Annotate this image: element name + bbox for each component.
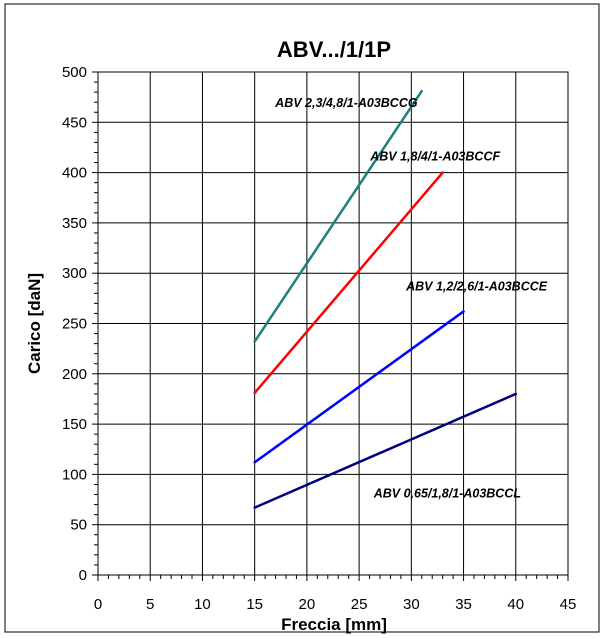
y-tick-label: 100	[62, 466, 87, 483]
y-tick-label: 200	[62, 366, 87, 383]
y-axis-label: Carico [daN]	[25, 273, 44, 374]
x-tick-label: 0	[94, 596, 102, 613]
x-tick-label: 15	[246, 596, 263, 613]
series-line	[253, 392, 518, 509]
y-tick-label: 50	[70, 517, 87, 534]
x-tick-label: 35	[455, 596, 472, 613]
y-tick-label: 300	[62, 265, 87, 282]
x-tick-label: 40	[507, 596, 524, 613]
series-lines	[253, 89, 518, 509]
series-label: ABV 1,2/2,6/1-A03BCCE	[405, 279, 548, 293]
series-line	[253, 89, 424, 343]
x-tick-label: 20	[299, 596, 316, 613]
minor-ticks	[92, 71, 569, 581]
chart-title: ABV.../1/1P	[277, 37, 391, 62]
grid-lines	[98, 72, 568, 575]
y-tick-label: 350	[62, 215, 87, 232]
x-tick-label: 45	[560, 596, 577, 613]
series-line	[253, 310, 465, 464]
y-tick-label: 250	[62, 316, 87, 333]
x-tick-label: 30	[403, 596, 420, 613]
x-tick-label: 10	[194, 596, 211, 613]
y-tick-label: 400	[62, 165, 87, 182]
x-axis-label: Freccia [mm]	[281, 615, 387, 634]
y-tick-label: 450	[62, 114, 87, 131]
series-label: ABV 0,65/1,8/1-A03BCCL	[373, 487, 521, 501]
series-label: ABV 2,3/4,8/1-A03BCCG	[274, 96, 418, 110]
x-tick-label: 5	[146, 596, 154, 613]
x-tick-label: 25	[351, 596, 368, 613]
series-labels: ABV 2,3/4,8/1-A03BCCG ABV 1,8/4/1-A03BCCF…	[274, 96, 548, 500]
y-tick-label: 150	[62, 416, 87, 433]
y-tick-label: 500	[62, 64, 87, 81]
series-line	[253, 171, 444, 395]
y-tick-label: 0	[79, 567, 87, 584]
y-axis-ticks: 0 50 100 150 200 250 300 350 400 450 500	[62, 64, 87, 584]
x-axis-ticks: 0 5 10 15 20 25 30 35 40 45	[94, 596, 577, 613]
series-label: ABV 1,8/4/1-A03BCCF	[369, 150, 500, 164]
